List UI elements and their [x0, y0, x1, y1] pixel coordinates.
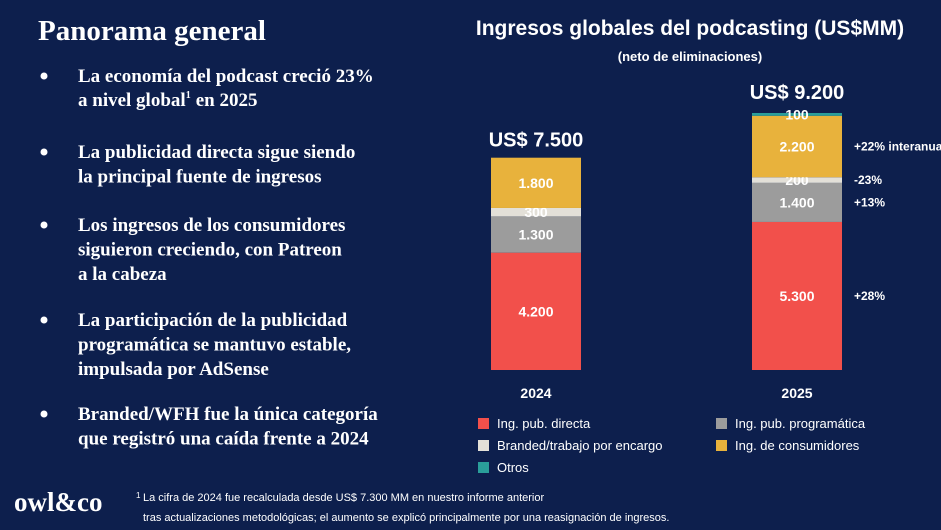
bullet-line: La economía del podcast creció 23%	[78, 66, 374, 87]
bar-segment	[491, 216, 581, 253]
footnote-line: La cifra de 2024 fue recalculada desde U…	[143, 492, 544, 504]
bullet-line: Branded/WFH fue la única categoría	[78, 404, 378, 425]
bullet-dot	[40, 410, 48, 418]
bullet-line: la principal fuente de ingresos	[78, 167, 322, 188]
bullet-dot	[40, 316, 48, 324]
bullet-line: La participación de la publicidad	[78, 310, 348, 331]
change-label: +13%	[854, 195, 885, 209]
legend-swatch	[478, 440, 489, 451]
bullet-dot	[40, 221, 48, 229]
change-label: +28%	[854, 289, 885, 303]
legend-label: Otros	[497, 460, 529, 475]
change-label: -23%	[854, 173, 882, 187]
legend-label: Ing. de consumidores	[735, 438, 860, 453]
legend-label: Ing. pub. programática	[735, 416, 866, 431]
segment-label: 1.300	[518, 227, 553, 243]
segment-label: 1.800	[518, 175, 553, 191]
footnote-ref: 1	[186, 90, 191, 101]
legend-swatch	[716, 418, 727, 429]
bullet-list: La economía del podcast creció 23% a nive…	[40, 66, 378, 450]
bullet-line: a la cabeza	[78, 264, 167, 285]
bullet-line: Los ingresos de los consumidores	[78, 215, 345, 236]
bar-segment	[752, 221, 842, 370]
bar-segment	[752, 177, 842, 183]
bar-segment	[491, 252, 581, 370]
bullet-dot	[40, 148, 48, 156]
footnote-line: tras actualizaciones metodológicas; el a…	[143, 512, 669, 524]
change-label: +22% interanual	[854, 140, 941, 154]
segment-label: 2.200	[779, 139, 814, 155]
legend-swatch	[716, 440, 727, 451]
legend-swatch	[478, 418, 489, 429]
footnote-mark: 1	[136, 491, 141, 500]
bar-segment	[752, 115, 842, 178]
bar-segment	[491, 207, 581, 217]
legend-label: Ing. pub. directa	[497, 416, 591, 431]
segment-label: 1.400	[779, 194, 814, 210]
bullet-line: La publicidad directa sigue siendo	[78, 142, 355, 163]
legend-swatch	[478, 462, 489, 473]
bullet-line: programática se mantuvo estable,	[78, 335, 351, 356]
bullet-text: en 2025	[196, 90, 258, 111]
chart-subtitle: (neto de eliminaciones)	[618, 49, 762, 64]
bullet-line: siguieron creciendo, con Patreon	[78, 240, 342, 261]
segment-label: 300	[524, 204, 548, 220]
logo: owl&co	[14, 487, 102, 517]
bar-segment	[491, 157, 581, 208]
x-tick-label: 2024	[520, 385, 551, 401]
segment-label: 5.300	[779, 288, 814, 304]
chart-title: Ingresos globales del podcasting (US$MM)	[476, 17, 904, 40]
bullet-line: impulsada por AdSense	[78, 359, 269, 380]
bullet-dot	[40, 72, 48, 80]
segment-label: 100	[785, 106, 809, 122]
slide-title: Panorama general	[38, 15, 266, 47]
bullet-text: a nivel global	[78, 90, 186, 111]
bar-segment	[752, 182, 842, 222]
bullet-line: que registró una caída frente a 2024	[78, 429, 369, 450]
segment-label: 4.200	[518, 303, 553, 319]
total-label: US$ 7.500	[489, 129, 584, 151]
bullet-line: a nivel global1 en 2025	[78, 90, 257, 111]
total-label: US$ 9.200	[750, 82, 845, 104]
x-tick-label: 2025	[781, 385, 812, 401]
legend-label: Branded/trabajo por encargo	[497, 438, 663, 453]
bar-segment	[752, 113, 842, 116]
